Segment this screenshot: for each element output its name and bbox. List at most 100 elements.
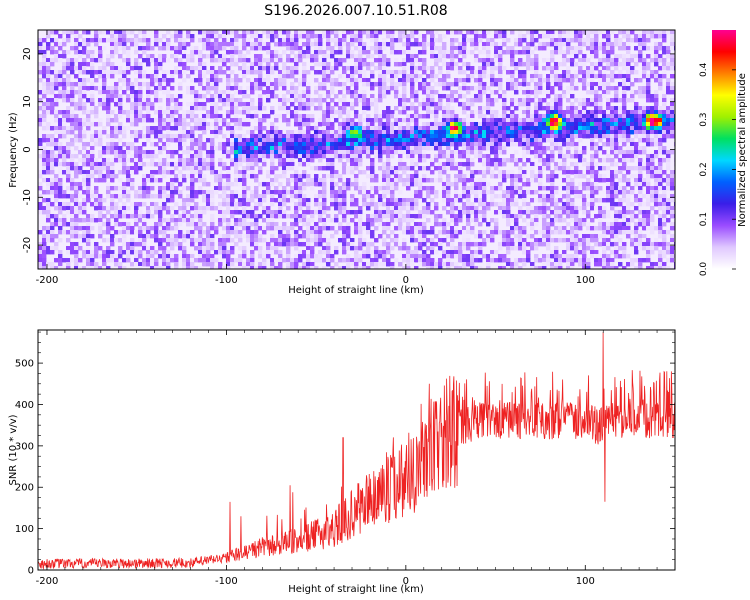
heatmap-cell bbox=[554, 74, 559, 79]
heatmap-cell bbox=[386, 174, 391, 179]
heatmap-cell bbox=[50, 106, 55, 111]
heatmap-cell bbox=[542, 126, 547, 131]
heatmap-cell bbox=[502, 110, 507, 115]
heatmap-cell bbox=[306, 42, 311, 47]
heatmap-cell bbox=[462, 94, 467, 99]
heatmap-cell bbox=[174, 150, 179, 155]
heatmap-cell bbox=[522, 134, 527, 139]
heatmap-cell bbox=[358, 118, 363, 123]
heatmap-cell bbox=[310, 30, 315, 35]
heatmap-cell bbox=[542, 186, 547, 191]
heatmap-cell bbox=[482, 158, 487, 163]
heatmap-cell bbox=[554, 38, 559, 43]
heatmap-cell bbox=[554, 186, 559, 191]
heatmap-cell bbox=[406, 42, 411, 47]
heatmap-cell bbox=[206, 90, 211, 95]
heatmap-cell bbox=[462, 54, 467, 59]
heatmap-cell bbox=[242, 34, 247, 39]
heatmap-cell bbox=[386, 118, 391, 123]
heatmap-cell bbox=[190, 126, 195, 131]
heatmap-cell bbox=[266, 90, 271, 95]
heatmap-cell bbox=[322, 202, 327, 207]
heatmap-cell bbox=[458, 66, 463, 71]
heatmap-cell bbox=[602, 130, 607, 135]
heatmap-cell bbox=[474, 154, 479, 159]
heatmap-cell bbox=[250, 42, 255, 47]
heatmap-cell bbox=[90, 202, 95, 207]
heatmap-cell bbox=[414, 190, 419, 195]
heatmap-cell bbox=[482, 130, 487, 135]
heatmap-cell bbox=[186, 154, 191, 159]
heatmap-cell bbox=[510, 102, 515, 107]
heatmap-cell bbox=[338, 126, 343, 131]
heatmap-cell bbox=[638, 186, 643, 191]
heatmap-cell bbox=[474, 198, 479, 203]
heatmap-cell bbox=[422, 130, 427, 135]
heatmap-cell bbox=[602, 50, 607, 55]
heatmap-cell bbox=[414, 174, 419, 179]
heatmap-cell bbox=[242, 198, 247, 203]
heatmap-cell bbox=[46, 90, 51, 95]
heatmap-cell bbox=[334, 94, 339, 99]
heatmap-cell bbox=[554, 198, 559, 203]
heatmap-cell bbox=[282, 82, 287, 87]
heatmap-cell bbox=[570, 154, 575, 159]
heatmap-cell bbox=[526, 202, 531, 207]
heatmap-cell bbox=[202, 94, 207, 99]
heatmap-cell bbox=[234, 158, 239, 163]
heatmap-cell bbox=[298, 30, 303, 35]
heatmap-cell bbox=[658, 58, 663, 63]
heatmap-cell bbox=[518, 158, 523, 163]
heatmap-cell bbox=[38, 122, 43, 127]
heatmap-cell bbox=[438, 150, 443, 155]
heatmap-cell bbox=[286, 190, 291, 195]
heatmap-cell bbox=[658, 54, 663, 59]
heatmap-cell bbox=[570, 114, 575, 119]
heatmap-cell bbox=[350, 94, 355, 99]
heatmap-cell bbox=[338, 190, 343, 195]
heatmap-cell bbox=[378, 78, 383, 83]
heatmap-cell bbox=[54, 102, 59, 107]
heatmap-cell bbox=[70, 182, 75, 187]
heatmap-cell bbox=[422, 78, 427, 83]
heatmap-cell bbox=[634, 154, 639, 159]
heatmap-cell bbox=[142, 142, 147, 147]
heatmap-cell bbox=[378, 46, 383, 51]
heatmap-cell bbox=[590, 194, 595, 199]
heatmap-cell bbox=[586, 66, 591, 71]
heatmap-cell bbox=[190, 106, 195, 111]
heatmap-cell bbox=[346, 142, 351, 147]
heatmap-cell bbox=[154, 154, 159, 159]
heatmap-cell bbox=[350, 194, 355, 199]
heatmap-cell bbox=[478, 58, 483, 63]
heatmap-cell bbox=[322, 114, 327, 119]
heatmap-cell bbox=[346, 170, 351, 175]
heatmap-cell bbox=[530, 110, 535, 115]
heatmap-cell bbox=[350, 154, 355, 159]
heatmap-cell bbox=[174, 178, 179, 183]
heatmap-cell bbox=[374, 190, 379, 195]
heatmap-cell bbox=[198, 134, 203, 139]
heatmap-cell bbox=[266, 34, 271, 39]
heatmap-cell bbox=[638, 170, 643, 175]
heatmap-cell bbox=[294, 62, 299, 67]
heatmap-cell bbox=[234, 202, 239, 207]
heatmap-cell bbox=[286, 74, 291, 79]
heatmap-cell bbox=[590, 154, 595, 159]
heatmap-cell bbox=[74, 162, 79, 167]
heatmap-cell bbox=[574, 98, 579, 103]
heatmap-cell bbox=[330, 142, 335, 147]
heatmap-cell bbox=[350, 38, 355, 43]
heatmap-cell bbox=[550, 50, 555, 55]
heatmap-cell bbox=[398, 118, 403, 123]
heatmap-cell bbox=[278, 30, 283, 35]
heatmap-cell bbox=[322, 174, 327, 179]
heatmap-cell bbox=[430, 122, 435, 127]
heatmap-cell bbox=[498, 50, 503, 55]
heatmap-cell bbox=[354, 70, 359, 75]
heatmap-cell bbox=[242, 202, 247, 207]
heatmap-cell bbox=[114, 102, 119, 107]
heatmap-cell bbox=[130, 158, 135, 163]
heatmap-cell bbox=[474, 186, 479, 191]
heatmap-cell bbox=[578, 130, 583, 135]
